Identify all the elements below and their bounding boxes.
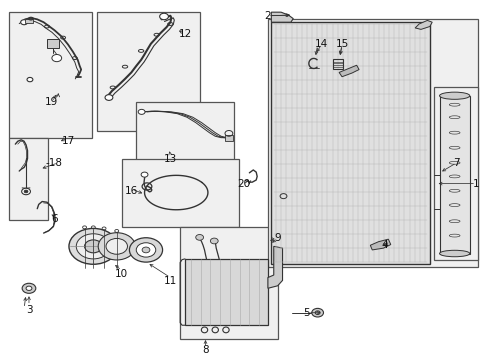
- Circle shape: [138, 109, 145, 114]
- Bar: [9, 12, 92, 138]
- Text: 5: 5: [303, 308, 309, 318]
- Text: 8: 8: [202, 345, 208, 355]
- Text: 10: 10: [115, 269, 128, 279]
- Bar: [25, 19, 33, 23]
- Bar: [433, 87, 477, 260]
- Circle shape: [27, 77, 33, 82]
- Ellipse shape: [439, 92, 469, 99]
- Bar: [180, 227, 277, 338]
- Circle shape: [69, 228, 118, 264]
- Circle shape: [311, 309, 323, 317]
- Text: 14: 14: [314, 40, 327, 49]
- Polygon shape: [267, 246, 282, 288]
- Circle shape: [98, 233, 135, 260]
- Circle shape: [136, 243, 156, 257]
- Circle shape: [26, 286, 32, 291]
- Circle shape: [21, 188, 30, 195]
- Circle shape: [22, 283, 36, 293]
- Bar: [97, 12, 199, 131]
- Text: 16: 16: [124, 186, 138, 197]
- Text: 11: 11: [163, 276, 177, 286]
- Bar: [184, 259, 267, 325]
- Circle shape: [195, 234, 203, 240]
- Text: 2: 2: [264, 11, 271, 21]
- Text: 9: 9: [274, 233, 281, 243]
- Text: 1: 1: [472, 179, 478, 189]
- Bar: [136, 102, 233, 163]
- Bar: [47, 39, 59, 48]
- Circle shape: [52, 54, 61, 62]
- Text: 3: 3: [25, 305, 32, 315]
- Text: 7: 7: [452, 158, 459, 168]
- Bar: [122, 159, 238, 227]
- Circle shape: [84, 240, 102, 253]
- Bar: [9, 138, 48, 220]
- Text: 12: 12: [178, 29, 191, 39]
- Bar: [332, 59, 342, 69]
- Bar: [267, 19, 477, 267]
- Text: 6: 6: [51, 215, 58, 224]
- Circle shape: [24, 190, 28, 193]
- Ellipse shape: [439, 250, 469, 257]
- Text: 15: 15: [335, 40, 348, 49]
- Text: 17: 17: [61, 136, 75, 146]
- Circle shape: [210, 238, 218, 244]
- Polygon shape: [369, 239, 390, 250]
- Polygon shape: [271, 12, 293, 22]
- Polygon shape: [414, 21, 431, 30]
- Bar: [224, 135, 232, 141]
- Circle shape: [20, 20, 27, 25]
- Circle shape: [129, 238, 162, 262]
- Text: 4: 4: [381, 240, 387, 250]
- Circle shape: [159, 13, 168, 20]
- Circle shape: [141, 172, 148, 177]
- Circle shape: [105, 95, 113, 100]
- Text: 20: 20: [237, 179, 249, 189]
- Bar: [271, 22, 429, 264]
- Text: -18: -18: [46, 158, 62, 168]
- Polygon shape: [338, 65, 358, 77]
- Text: 19: 19: [45, 97, 59, 107]
- Circle shape: [142, 247, 150, 253]
- Text: 13: 13: [163, 154, 177, 164]
- Circle shape: [106, 238, 127, 254]
- Bar: [439, 96, 469, 253]
- Circle shape: [76, 234, 110, 259]
